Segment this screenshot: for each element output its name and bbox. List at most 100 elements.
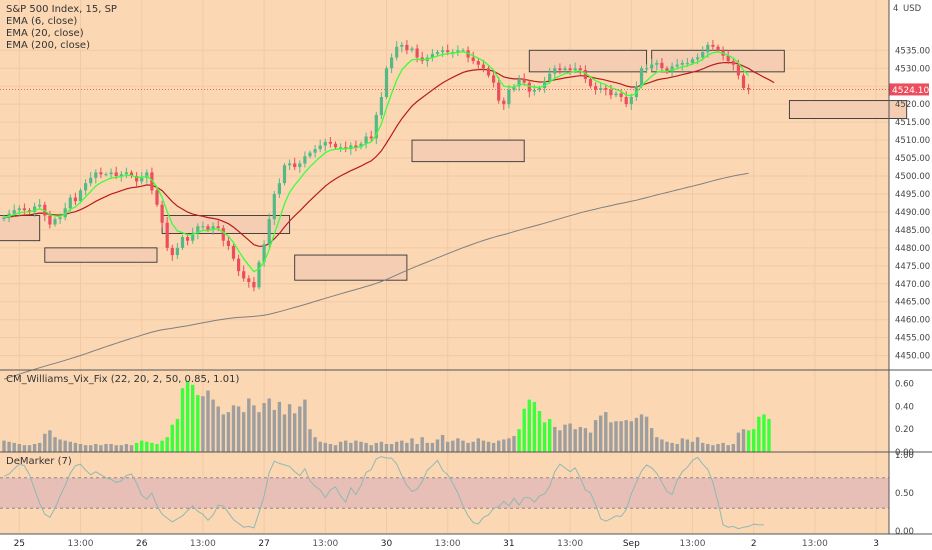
candle-body	[333, 143, 338, 148]
vix-bar	[420, 437, 424, 452]
candle-body	[206, 226, 210, 230]
vix-bar	[221, 414, 225, 452]
vix-bar	[527, 399, 531, 452]
candle-body	[527, 82, 531, 92]
main-title: S&P 500 Index, 15, SP	[6, 4, 117, 15]
vix-bar	[43, 433, 47, 452]
vix-bar	[415, 444, 419, 452]
candle-body	[716, 46, 720, 51]
vix-bar	[435, 439, 440, 452]
vix-bar	[140, 440, 144, 452]
vix-bar	[308, 429, 312, 452]
vix-bar	[262, 403, 266, 452]
vix-bar	[497, 440, 501, 452]
vix-bar	[395, 441, 399, 452]
vix-bar	[476, 438, 480, 452]
vix-bar	[323, 442, 327, 452]
time-axis-label: 27	[258, 539, 269, 549]
candle-body	[27, 210, 32, 212]
vix-title: CM_Williams_Vix_Fix (22, 20, 2, 50, 0.85…	[6, 374, 240, 385]
vix-bar	[124, 444, 129, 452]
vix-bar	[94, 444, 98, 452]
candle-body	[175, 247, 179, 256]
vix-bar	[716, 444, 720, 452]
vix-bar	[17, 444, 21, 452]
vix-bar	[466, 442, 470, 452]
vix-bar	[338, 441, 343, 452]
vix-bar	[721, 442, 725, 452]
candle-body	[711, 44, 715, 47]
vix-bar	[83, 445, 88, 452]
vix-bar	[604, 412, 608, 452]
vix-bar	[660, 439, 664, 452]
candle-body	[364, 136, 368, 144]
candle-body	[94, 172, 98, 178]
vix-bar	[379, 441, 384, 452]
vix-bar	[99, 445, 103, 452]
candle-body	[58, 217, 62, 220]
vix-bar	[272, 409, 276, 452]
candle-body	[7, 213, 11, 218]
vix-legend: CM_Williams_Vix_Fix (22, 20, 2, 50, 0.85…	[6, 374, 239, 386]
candle-body	[272, 193, 276, 220]
vix-bar	[609, 422, 613, 452]
candle-body	[354, 145, 358, 148]
candle-body	[594, 86, 598, 90]
vix-bar	[38, 442, 42, 452]
candle-body	[415, 48, 419, 58]
price-axis-label: 4450.00	[895, 352, 930, 362]
time-axis-label: 13:00	[557, 539, 583, 549]
vix-bar	[104, 444, 108, 452]
vix-bar	[491, 442, 496, 452]
candle-body	[741, 75, 746, 89]
vix-bar	[471, 441, 475, 452]
candle-body	[303, 156, 307, 164]
vix-bar	[675, 444, 679, 452]
currency-marker: 4	[893, 4, 898, 14]
vix-bar	[267, 398, 271, 452]
vix-bar	[629, 421, 633, 452]
candle-body	[619, 93, 623, 97]
candle-body	[650, 64, 654, 69]
vix-bar	[711, 445, 715, 452]
candle-body	[573, 68, 577, 71]
candle-body	[247, 278, 251, 282]
vix-bar	[155, 444, 159, 452]
vix-bar	[752, 429, 756, 452]
candle-body	[629, 96, 633, 105]
vix-bar	[298, 406, 302, 452]
candle-body	[63, 208, 67, 218]
candle-body	[2, 217, 6, 220]
vix-bar	[624, 420, 628, 452]
vix-bar	[134, 442, 139, 452]
legend-ema20: EMA (20, close)	[6, 28, 84, 39]
price-axis-label: 4535.00	[895, 46, 930, 56]
vix-bar	[313, 437, 317, 452]
vix-bar	[180, 388, 185, 452]
vix-bar	[762, 414, 766, 452]
demarker-axis-label: 0.00	[895, 527, 914, 537]
candle-body	[548, 73, 552, 81]
candle-body	[609, 89, 613, 96]
vix-bar	[191, 384, 195, 452]
vix-bar	[63, 440, 67, 452]
candle-body	[599, 88, 603, 90]
vix-bar	[374, 442, 378, 452]
vix-bar	[384, 444, 389, 452]
price-axis-label: 4500.00	[895, 172, 930, 182]
candle-body	[543, 80, 547, 89]
candle-body	[231, 246, 236, 259]
candle-body	[706, 44, 710, 53]
vix-bar	[680, 438, 684, 452]
demarker-axis-label: 0.50	[895, 489, 914, 499]
vix-bar	[196, 395, 200, 452]
vix-bar	[73, 442, 78, 452]
vix-bar	[405, 442, 409, 452]
candle-body	[89, 177, 93, 184]
candle-body	[135, 176, 139, 182]
vix-bar	[349, 442, 353, 452]
price-axis-label: 4485.00	[895, 226, 930, 236]
price-axis-label: 4515.00	[895, 118, 930, 128]
candle-body	[53, 219, 57, 225]
supply-demand-box	[411, 139, 525, 163]
